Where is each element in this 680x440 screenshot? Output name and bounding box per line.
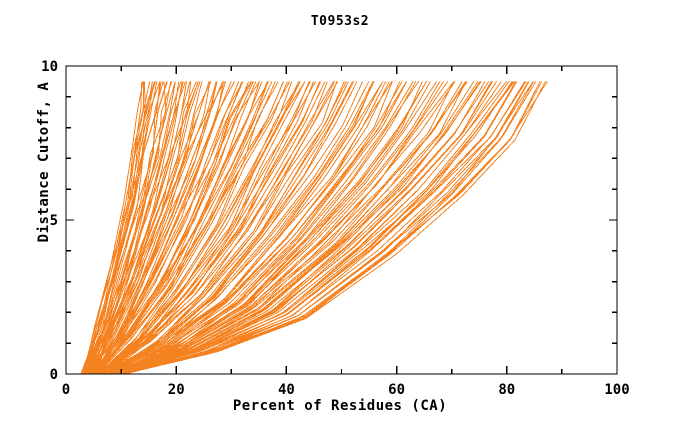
svg-text:60: 60 — [388, 382, 405, 398]
svg-text:100: 100 — [604, 382, 629, 398]
data-curves — [80, 81, 548, 375]
svg-text:20: 20 — [168, 382, 185, 398]
svg-text:0: 0 — [50, 367, 58, 383]
svg-text:40: 40 — [278, 382, 295, 398]
axis-ticks — [65, 65, 618, 375]
axis-tick-labels: 0 20 40 60 80 100 0 5 10 — [41, 59, 630, 398]
y-axis-label-container: Distance Cutoff, A — [32, 22, 56, 302]
page-title: T0953s2 — [310, 14, 370, 29]
svg-text:80: 80 — [498, 382, 515, 398]
svg-text:0: 0 — [62, 382, 70, 398]
svg-text:5: 5 — [50, 213, 58, 229]
svg-text:10: 10 — [41, 59, 58, 75]
y-axis-label: Distance Cutoff, A — [36, 81, 52, 243]
x-axis-label: Percent of Residues (CA) — [232, 398, 448, 414]
